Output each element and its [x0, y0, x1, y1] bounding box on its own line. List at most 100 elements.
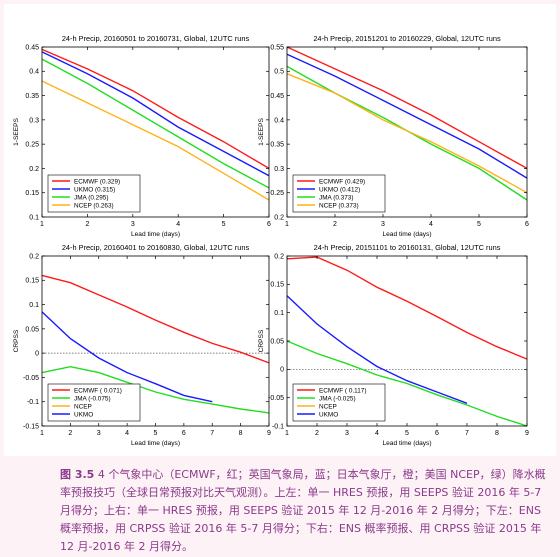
- x-tick-label: 1: [40, 221, 44, 228]
- legend-label-jma: JMA (0.295): [74, 194, 108, 201]
- legend-label-jma: JMA (-0.025): [319, 395, 356, 402]
- y-tick-label: 0.3: [274, 166, 284, 173]
- chart-1: 24-h Precip, 20160501 to 20160731, Globa…: [13, 34, 271, 238]
- legend-label-ncep: NCEP: [319, 403, 337, 410]
- y-tick-label: 0.4: [274, 117, 284, 124]
- x-axis-label: Lead time (days): [382, 231, 431, 238]
- series-line-ecmwf: [286, 46, 528, 170]
- series-line-ukmo: [41, 51, 270, 177]
- x-tick-label: 2: [85, 221, 89, 228]
- y-axis-label: CRPSS: [258, 329, 265, 352]
- y-tick-label: 0.5: [274, 69, 284, 76]
- plot-frame: [41, 46, 270, 218]
- series-line-jma: [286, 340, 528, 427]
- series-line-ukmo: [286, 53, 528, 179]
- x-tick-label: 3: [97, 430, 101, 437]
- y-tick-label: -0.05: [268, 395, 284, 402]
- y-tick-label: 0.15: [25, 278, 39, 285]
- x-tick-label: 1: [40, 430, 44, 437]
- y-tick-label: 0.1: [29, 214, 39, 221]
- x-tick-label: 9: [267, 430, 271, 437]
- y-tick-label: 0.4: [29, 69, 39, 76]
- chart-4: 24-h Precip, 20151101 to 20160131, Globa…: [258, 243, 529, 447]
- x-tick-label: 4: [176, 221, 180, 228]
- series-line-jma: [41, 58, 270, 189]
- legend-label-jma: JMA (0.373): [319, 194, 353, 201]
- x-tick-label: 5: [222, 221, 226, 228]
- x-axis-label: Lead time (days): [131, 231, 180, 238]
- x-tick-label: 9: [525, 430, 529, 437]
- y-axis-label: CRPSS: [13, 329, 20, 352]
- series-line-ecmwf: [286, 256, 528, 360]
- y-tick-label: 0.55: [270, 44, 284, 51]
- y-tick-label: 0.3: [29, 117, 39, 124]
- x-tick-label: 7: [210, 430, 214, 437]
- legend-label-ecmwf: ECMWF (0.329): [74, 178, 120, 185]
- legend-label-ncep: NCEP (0.263): [74, 202, 114, 209]
- chart-title: 24-h Precip, 20160401 to 20160830, Globa…: [62, 243, 250, 252]
- figure-panel: [4, 4, 556, 456]
- x-tick-label: 2: [333, 221, 337, 228]
- legend-label-ukmo: UKMO: [319, 411, 338, 418]
- series-line-jma: [41, 365, 270, 414]
- x-tick-label: 5: [477, 221, 481, 228]
- chart-title: 24-h Precip, 20160501 to 20160731, Globa…: [62, 34, 250, 43]
- x-tick-label: 6: [435, 430, 439, 437]
- series-line-ecmwf: [41, 274, 270, 364]
- legend-label-ecmwf: ECMWF ( 0.117): [319, 387, 366, 394]
- chart-3: 24-h Precip, 20160401 to 20160830, Globa…: [13, 243, 271, 447]
- y-tick-label: 0.2: [29, 253, 39, 260]
- x-tick-label: 4: [125, 430, 129, 437]
- y-tick-label: 0.25: [270, 190, 284, 197]
- y-tick-label: 0: [35, 351, 39, 358]
- x-axis-label: Lead time (days): [382, 440, 431, 447]
- x-tick-label: 1: [285, 221, 289, 228]
- legend-label-ncep: NCEP: [74, 403, 92, 410]
- x-tick-label: 6: [525, 221, 529, 228]
- y-tick-label: 0.1: [29, 302, 39, 309]
- y-tick-label: 0.2: [274, 214, 284, 221]
- legend-label-ecmwf: ECMWF (0.429): [319, 178, 365, 185]
- y-tick-label: 0.45: [270, 93, 284, 100]
- legend-label-ukmo: UKMO: [74, 411, 93, 418]
- y-tick-label: 0.15: [25, 190, 39, 197]
- y-tick-label: 0.35: [25, 93, 39, 100]
- chart-2: 24-h Precip, 20151201 to 20160229, Globa…: [258, 34, 529, 238]
- x-tick-label: 4: [429, 221, 433, 228]
- y-tick-label: 0.35: [270, 142, 284, 149]
- y-tick-label: 0: [280, 367, 284, 374]
- y-tick-label: -0.05: [23, 375, 39, 382]
- figure-caption: 图 3.5 4 个气象中心（ECMWF，红；英国气象局，蓝；日本气象厅，橙；美国…: [60, 466, 548, 556]
- x-tick-label: 8: [239, 430, 243, 437]
- x-tick-label: 1: [285, 430, 289, 437]
- y-tick-label: -0.1: [272, 423, 284, 430]
- series-line-ukmo: [286, 295, 468, 404]
- chart-title: 24-h Precip, 20151201 to 20160229, Globa…: [313, 34, 501, 43]
- series-line-ncep: [41, 80, 270, 201]
- legend-label-ecmwf: ECMWF ( 0.071): [74, 387, 122, 394]
- y-axis-label: 1-SEEPS: [13, 117, 20, 145]
- x-tick-label: 8: [495, 430, 499, 437]
- caption-label: 图 3.5: [60, 468, 95, 481]
- x-tick-label: 5: [154, 430, 158, 437]
- x-tick-label: 3: [345, 430, 349, 437]
- chart-title: 24-h Precip, 20151101 to 20160131, Globa…: [314, 243, 501, 252]
- legend-label-ukmo: UKMO (0.412): [319, 186, 360, 193]
- y-tick-label: 0.1: [274, 310, 284, 317]
- x-axis-label: Lead time (days): [131, 440, 180, 447]
- y-tick-label: -0.1: [27, 399, 39, 406]
- caption-text: 4 个气象中心（ECMWF，红；英国气象局，蓝；日本气象厅，橙；美国 NCEP，…: [60, 468, 546, 553]
- x-tick-label: 5: [405, 430, 409, 437]
- plot-frame: [286, 46, 528, 218]
- series-line-ncep: [286, 73, 528, 194]
- series-line-ecmwf: [41, 48, 270, 170]
- x-tick-label: 2: [68, 430, 72, 437]
- x-tick-label: 6: [267, 221, 271, 228]
- x-tick-label: 2: [315, 430, 319, 437]
- legend-label-ncep: NCEP (0.373): [319, 202, 359, 209]
- x-tick-label: 3: [381, 221, 385, 228]
- y-tick-label: 0.05: [25, 326, 39, 333]
- y-tick-label: 0.15: [270, 282, 284, 289]
- series-line-ukmo: [41, 311, 213, 403]
